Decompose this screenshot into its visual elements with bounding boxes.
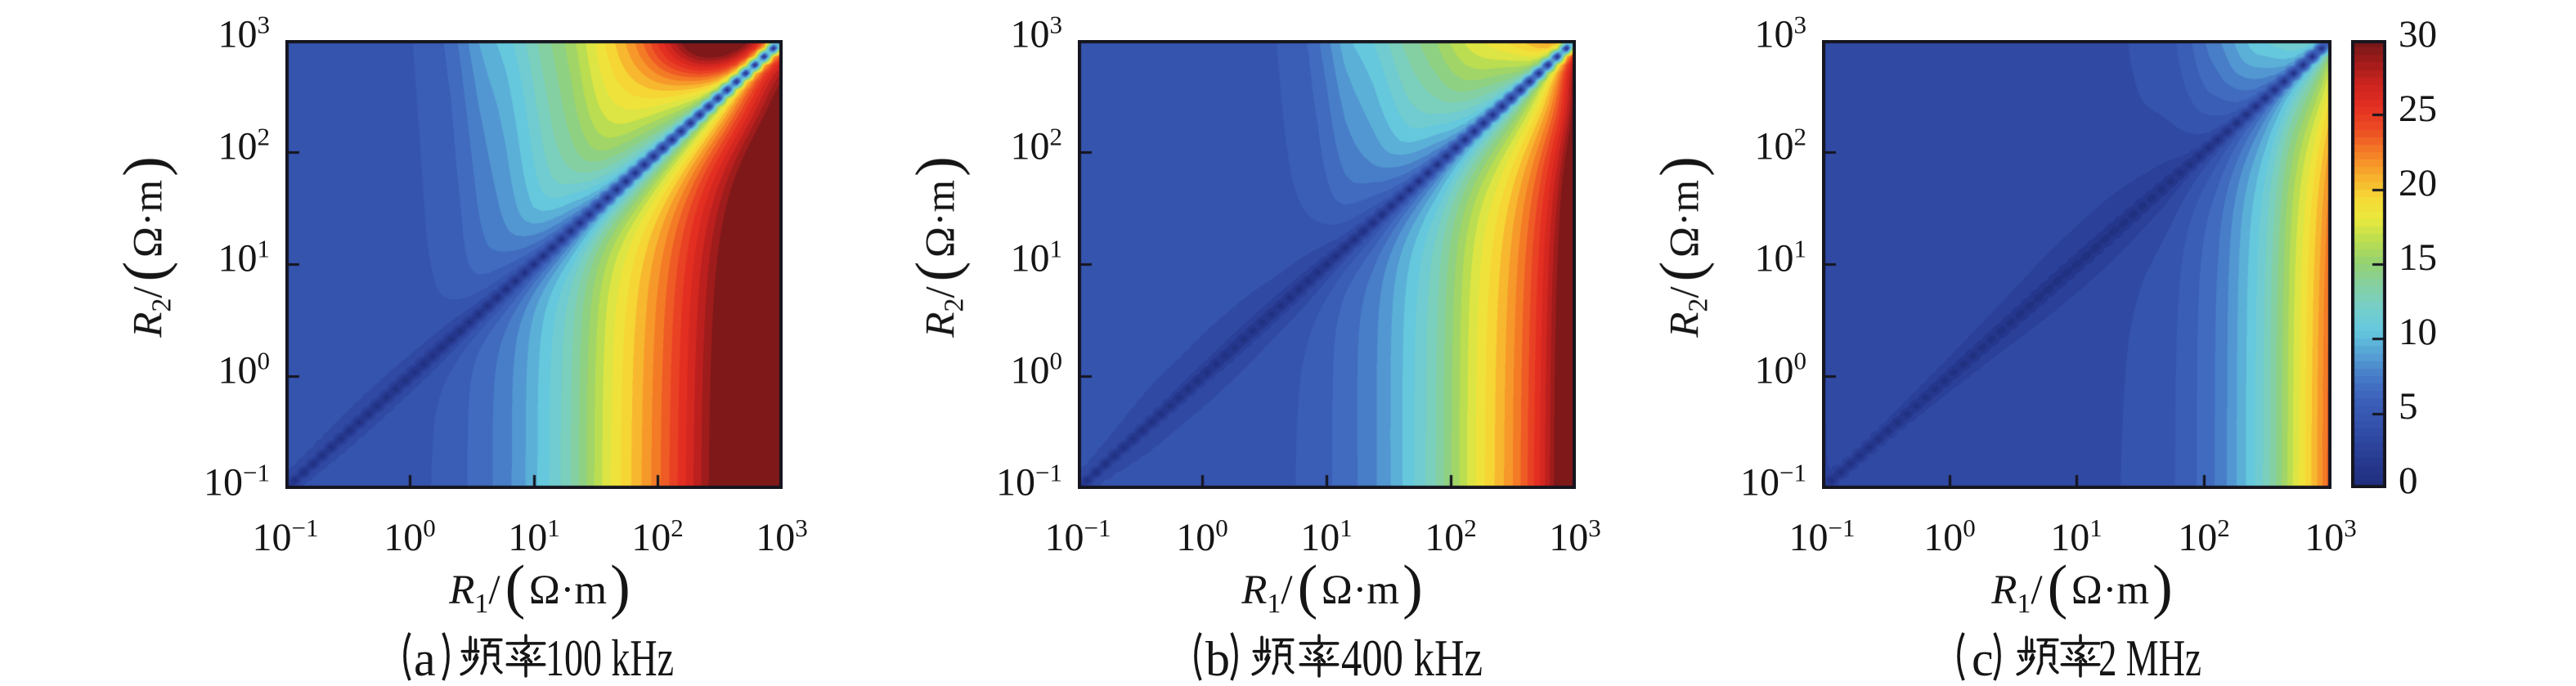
- svg-text:100 kHz: 100 kHz: [545, 630, 674, 684]
- svg-text:a: a: [414, 632, 436, 684]
- svg-text:2 MHz: 2 MHz: [2098, 630, 2201, 684]
- svg-text:b: b: [1205, 632, 1230, 684]
- svg-text:400 kHz: 400 kHz: [1341, 630, 1483, 684]
- svg-text:c: c: [1972, 632, 1994, 684]
